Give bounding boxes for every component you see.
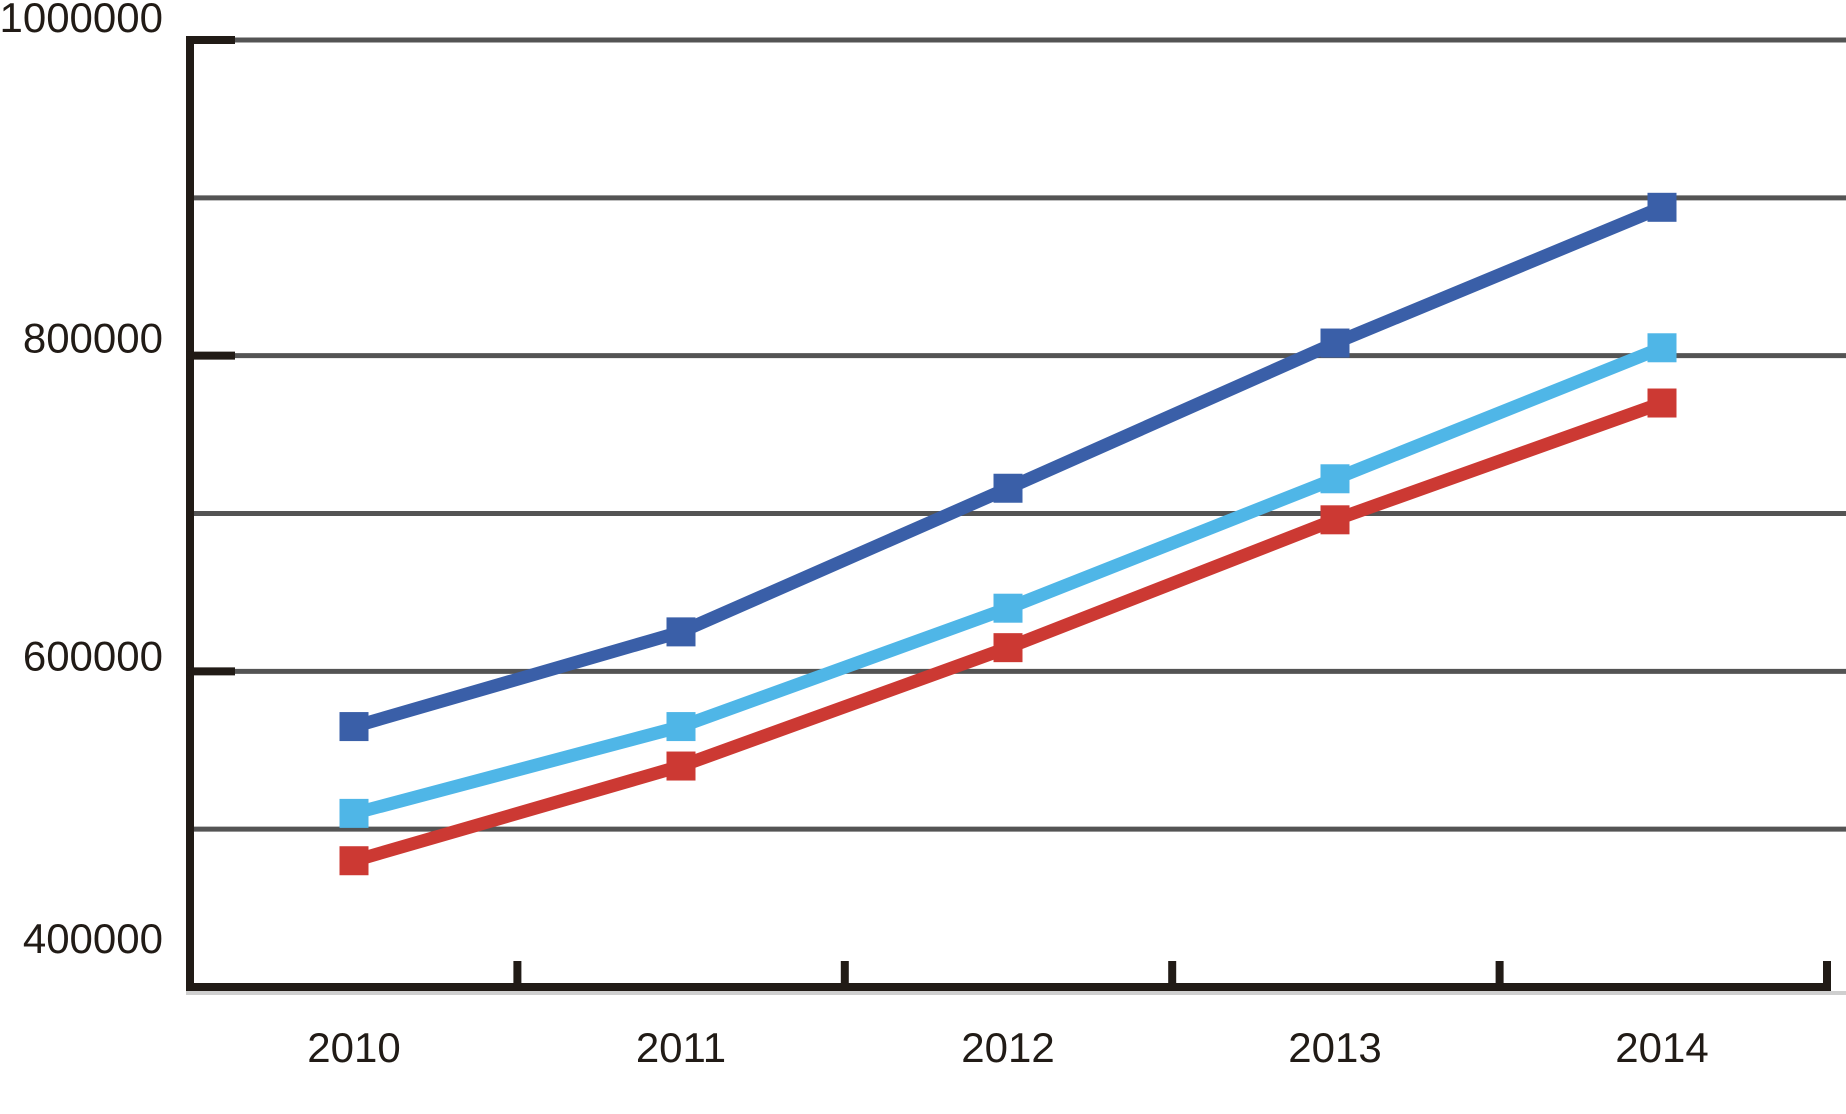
series-line-light-blue <box>352 341 1665 820</box>
marker-dark-blue-2010 <box>339 712 369 742</box>
marker-red-2010 <box>339 846 369 876</box>
y-axis-label: 600000 <box>23 632 163 679</box>
x-axis-label: 2013 <box>1288 1024 1381 1071</box>
marker-light-blue-2012 <box>993 593 1023 623</box>
marker-dark-blue-2012 <box>993 473 1023 503</box>
marker-dark-blue-2011 <box>666 617 696 647</box>
marker-red-2013 <box>1320 505 1350 535</box>
x-axis-label: 2010 <box>307 1024 400 1071</box>
marker-light-blue-2014 <box>1647 333 1677 363</box>
x-axis-label: 2012 <box>961 1024 1054 1071</box>
marker-dark-blue-2013 <box>1320 328 1350 358</box>
marker-light-blue-2010 <box>339 798 369 828</box>
marker-red-2012 <box>993 633 1023 663</box>
y-axis-label: 400000 <box>23 915 163 962</box>
y-axis-label: 800000 <box>23 315 163 362</box>
marker-dark-blue-2014 <box>1647 192 1677 222</box>
y-axis-label: 1000000 <box>0 0 163 41</box>
series-line-red <box>352 396 1665 867</box>
marker-red-2014 <box>1647 388 1677 418</box>
x-axis-label: 2011 <box>636 1024 726 1071</box>
marker-light-blue-2013 <box>1320 464 1350 494</box>
marker-light-blue-2011 <box>666 712 696 742</box>
marker-red-2011 <box>666 751 696 781</box>
x-axis-label: 2014 <box>1615 1024 1708 1071</box>
